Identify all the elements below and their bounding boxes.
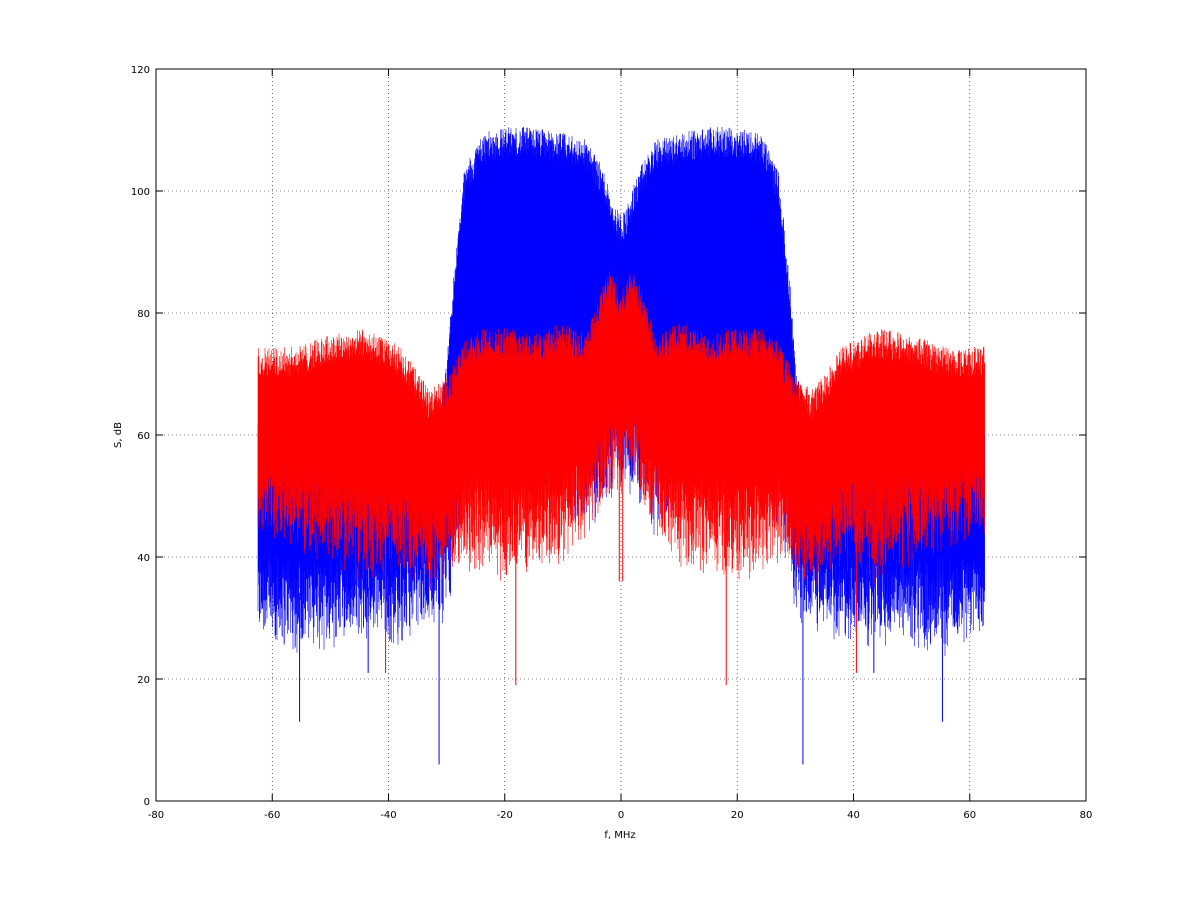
series-red	[257, 271, 985, 686]
x-tick-label: 60	[963, 810, 976, 821]
y-tick-label: 60	[137, 431, 150, 442]
axes	[155, 68, 1087, 802]
x-tick-label: -40	[380, 810, 396, 821]
y-tick-label: 80	[137, 309, 150, 320]
x-axis-label: f, MHz	[604, 830, 635, 841]
y-tick-label: 100	[131, 187, 150, 198]
tick-labels: -80 -60 -40 -20 0 20 40 60 80 0 20 40 60 80 100 120	[131, 65, 1092, 821]
y-tick-label: 20	[137, 675, 150, 686]
x-tick-label: 0	[618, 810, 624, 821]
x-tick-label: 80	[1080, 810, 1093, 821]
x-tick-label: -20	[497, 810, 513, 821]
series-layer	[257, 127, 985, 765]
y-tick-label: 0	[144, 797, 150, 808]
series-trace	[257, 271, 985, 591]
x-tick-label: -80	[148, 810, 164, 821]
x-tick-label: -60	[264, 810, 280, 821]
y-axis-label: S, dB	[113, 422, 124, 448]
y-tick-label: 120	[131, 65, 150, 76]
x-tick-label: 20	[731, 810, 744, 821]
x-tick-label: 40	[847, 810, 860, 821]
y-tick-label: 40	[137, 553, 150, 564]
